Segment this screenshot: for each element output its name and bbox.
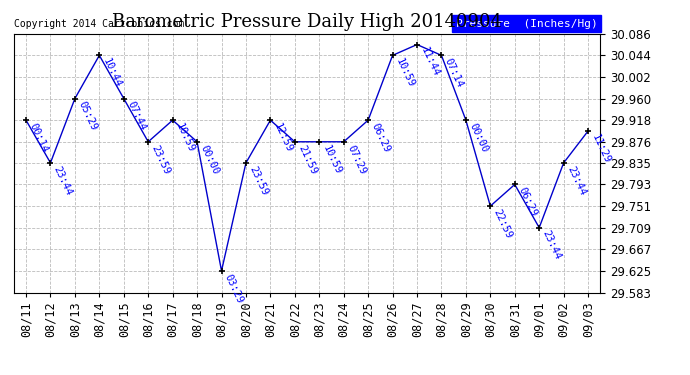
Text: 11:44: 11:44 [418,46,441,78]
Text: 07:14: 07:14 [443,57,465,89]
Text: 23:44: 23:44 [565,164,587,197]
Text: 10:59: 10:59 [394,57,416,89]
Title: Barometric Pressure Daily High 20140904: Barometric Pressure Daily High 20140904 [112,13,502,31]
Text: 22:59: 22:59 [492,207,514,240]
Text: 11:29: 11:29 [589,132,612,165]
Text: 23:44: 23:44 [540,229,563,262]
Text: 23:59: 23:59 [247,164,270,197]
Text: 00:00: 00:00 [199,143,221,176]
Text: Pressure  (Inches/Hg): Pressure (Inches/Hg) [455,19,598,28]
Text: 06:29: 06:29 [516,186,538,218]
Text: 07:44: 07:44 [125,100,148,132]
Text: 07:29: 07:29 [345,143,367,176]
Text: 06:29: 06:29 [370,122,392,154]
Text: 21:59: 21:59 [296,143,319,176]
Text: Copyright 2014 Cartronics.com: Copyright 2014 Cartronics.com [14,19,184,28]
Text: 10:59: 10:59 [321,143,343,176]
Text: 03:29: 03:29 [223,272,245,305]
Text: 05:29: 05:29 [77,100,99,132]
Text: 12:59: 12:59 [272,122,294,154]
Text: 00:00: 00:00 [467,122,489,154]
Text: 23:44: 23:44 [52,164,74,197]
Text: 23:59: 23:59 [150,143,172,176]
Text: 00:14: 00:14 [28,122,50,154]
Text: 10:59: 10:59 [174,122,196,154]
Text: 10:44: 10:44 [101,57,123,89]
